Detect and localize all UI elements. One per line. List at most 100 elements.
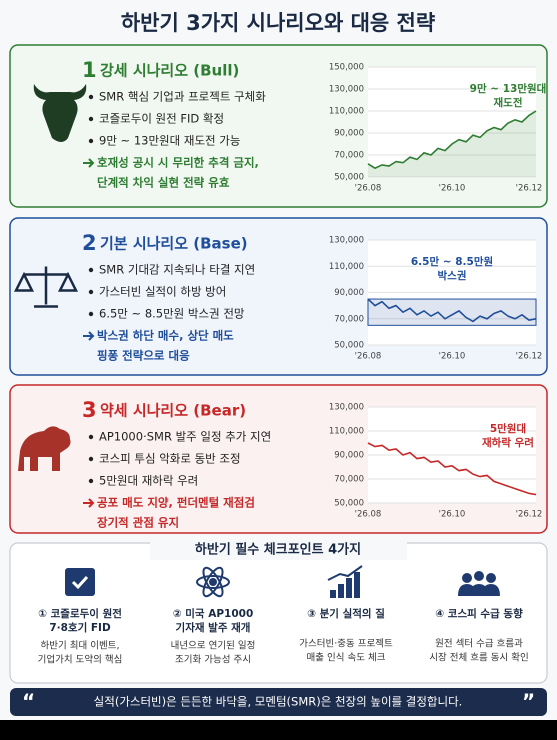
icon-head	[486, 573, 496, 583]
checkpoint-icon	[327, 565, 363, 598]
checkpoint-desc: 기업가치 도약의 핵심	[38, 654, 123, 666]
checkpoint-icon	[65, 568, 95, 596]
checkpoint-label: ③ 분기 실적의 질	[307, 607, 385, 620]
bullet-text: SMR 기대감 지속되나 타결 지연	[99, 263, 255, 277]
checkpoint-icon	[458, 571, 500, 596]
icon-check	[71, 575, 89, 590]
checkpoint-desc: 가스터빈·중동 프로젝트	[299, 639, 393, 650]
bullet-dot	[88, 456, 94, 462]
action-text: 핑퐁 전략으로 대응	[97, 349, 190, 363]
y-tick-label: 90,000	[334, 288, 364, 298]
y-tick-label: 90,000	[334, 451, 364, 461]
bull-icon	[33, 84, 87, 142]
bullet-dot	[88, 94, 94, 100]
checkpoint-desc: 내년으로 연기된 일정	[171, 640, 256, 652]
quote-bar	[10, 688, 547, 716]
checkpoint-label: 7·8호기 FID	[49, 621, 111, 634]
quote-mark-open: “	[22, 690, 35, 714]
quote-text: 실적(가스터빈)은 든든한 바닥을, 모멘텀(SMR)은 천장의 높이를 결정합…	[94, 695, 463, 709]
bullet-text: SMR 핵심 기업과 프로젝트 구체화	[99, 90, 266, 104]
checkpoint-desc: 시장 전체 흐름 동시 확인	[429, 652, 528, 664]
icon-head	[462, 573, 472, 583]
bullet-dot	[88, 267, 94, 273]
icon-box	[65, 568, 95, 596]
y-tick-label: 130,000	[329, 403, 364, 413]
line	[367, 298, 537, 323]
checkpoint-desc: 원전 섹터 수급 흐름과	[435, 639, 523, 650]
action-text: 호재성 공시 시 무리한 추격 금지,	[97, 156, 259, 170]
scale-icon	[13, 266, 79, 308]
icon-bar	[330, 590, 336, 598]
bullet-text: 코즐로두이 원전 FID 확정	[99, 112, 224, 126]
checkpoint-label: 기자재 발주 재개	[176, 621, 251, 634]
y-tick-label: 70,000	[334, 151, 364, 161]
x-tick-label: '26.10	[439, 352, 466, 362]
bear-icon	[18, 426, 71, 471]
icon-orbit	[196, 575, 230, 589]
annotation: 9만 ~ 13만원대	[470, 82, 547, 95]
y-tick-label: 110,000	[329, 107, 364, 117]
chart-bg	[368, 67, 536, 177]
icon-bar	[346, 578, 352, 598]
scenario-heading: 강세 시나리오 (Bull)	[100, 62, 239, 80]
scenario-number: 1	[82, 58, 97, 82]
action-text: 장기적 관점 유지	[97, 516, 179, 530]
action-arrow	[83, 331, 95, 341]
y-tick-label: 110,000	[329, 427, 364, 437]
annotation: 박스권	[438, 269, 467, 282]
bullet-dot	[88, 478, 94, 484]
bullet-text: 코스피 투심 악화로 동반 조정	[99, 452, 241, 466]
y-tick-label: 70,000	[334, 475, 364, 485]
annotation: 재하락 우려	[482, 436, 534, 449]
annotation: 5만원대	[490, 422, 526, 435]
checkpoint-label: ④ 코스피 수급 동향	[435, 607, 523, 620]
scenario-number: 3	[82, 398, 97, 422]
bullet-text: AP1000·SMR 발주 일정 추가 지연	[99, 430, 271, 444]
checkpoint-title: 하반기 필수 체크포인트 4가지	[195, 542, 361, 558]
y-tick-label: 130,000	[329, 85, 364, 95]
action-text: 박스권 하단 매수, 상단 매도	[97, 329, 234, 343]
checkpoint-desc: 매출 인식 속도 체크	[307, 653, 386, 664]
y-tick-label: 50,000	[334, 341, 364, 351]
bullet-dot	[88, 138, 94, 144]
action-arrow	[83, 498, 95, 508]
scale-beam	[13, 266, 79, 308]
annotation: 6.5만 ~ 8.5만원	[411, 255, 493, 268]
quote-mark-close: ”	[522, 690, 535, 714]
checkpoint-desc: 조기화 가능성 주시	[175, 655, 251, 666]
x-tick-label: '26.08	[355, 352, 382, 362]
bullet-dot	[88, 311, 94, 317]
y-tick-label: 70,000	[334, 314, 364, 324]
x-tick-label: '26.10	[439, 510, 466, 520]
checkpoint-label: ② 미국 AP1000	[173, 607, 254, 620]
y-tick-label: 150,000	[329, 63, 364, 73]
icon-body	[470, 584, 488, 596]
bullet-text: 6.5만 ~ 8.5만원 박스권 전망	[99, 307, 245, 321]
icon-orbit	[202, 566, 224, 598]
annotation: 재도전	[494, 96, 523, 109]
icon-orbit	[202, 566, 224, 598]
checkpoint-icon	[196, 566, 230, 598]
y-tick-label: 90,000	[334, 129, 364, 139]
icon-atom	[209, 578, 217, 586]
y-tick-label: 110,000	[329, 262, 364, 272]
icon-trend	[327, 565, 363, 581]
line	[367, 442, 537, 496]
page-title: 하반기 3가지 시나리오와 대응 전략	[121, 11, 435, 35]
action-arrow	[83, 158, 95, 168]
action-text: 공포 매도 지양, 펀더멘털 재점검	[97, 496, 255, 510]
checkpoint-label: ① 코즐로두이 원전	[38, 607, 122, 620]
action-text: 단계적 차익 실현 전략 유효	[97, 176, 230, 190]
icon-head	[474, 571, 484, 581]
scenario-heading: 기본 시나리오 (Base)	[100, 235, 248, 253]
icon-bar	[338, 584, 344, 598]
checkpoint-desc: 하반기 최대 이벤트,	[41, 640, 120, 652]
bullet-text: 9만 ~ 13만원대 재도전 가능	[99, 134, 240, 148]
x-tick-label: '26.08	[355, 510, 382, 520]
icon-bar	[354, 572, 360, 598]
scenario-heading: 약세 시나리오 (Bear)	[100, 402, 246, 420]
x-tick-label: '26.10	[439, 184, 466, 194]
checkpoint-title-bg	[150, 538, 407, 560]
x-tick-label: '26.08	[355, 184, 382, 194]
